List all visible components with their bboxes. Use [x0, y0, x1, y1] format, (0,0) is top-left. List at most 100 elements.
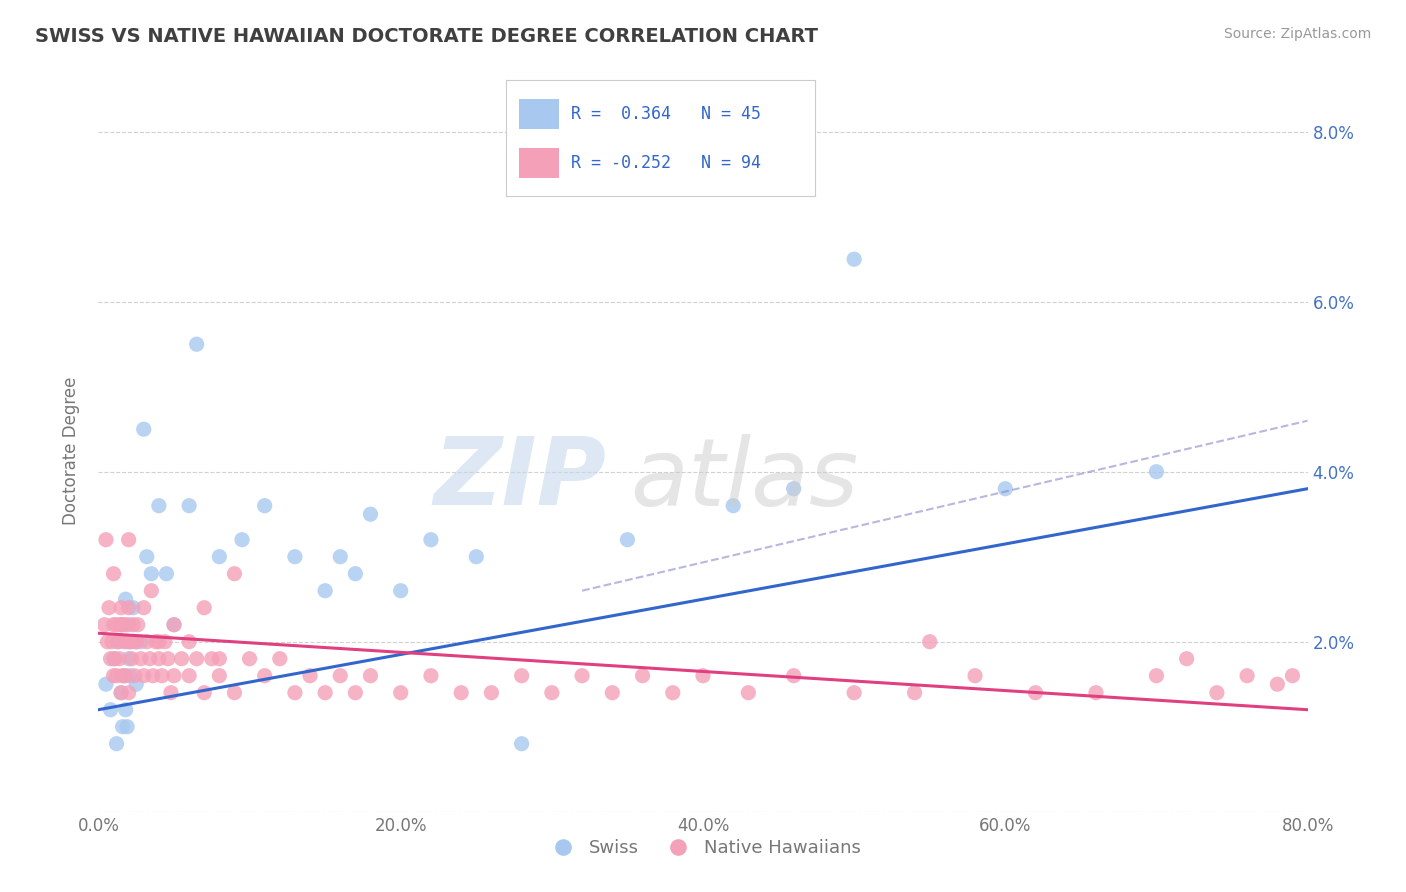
Point	[124, 669, 146, 683]
Point	[114, 703, 136, 717]
Point	[103, 566, 125, 581]
Point	[118, 651, 141, 665]
Point	[145, 634, 167, 648]
Point	[344, 686, 367, 700]
Text: atlas: atlas	[630, 434, 859, 524]
Point	[783, 669, 806, 683]
Text: R = -0.252   N = 94: R = -0.252 N = 94	[571, 153, 761, 171]
Point	[110, 686, 132, 700]
Point	[201, 651, 224, 665]
Point	[179, 634, 201, 648]
Point	[299, 669, 322, 683]
Point	[115, 720, 138, 734]
Text: Source: ZipAtlas.com: Source: ZipAtlas.com	[1223, 27, 1371, 41]
Point	[540, 686, 562, 700]
Point	[208, 669, 231, 683]
Point	[111, 720, 134, 734]
Point	[110, 617, 132, 632]
Point	[103, 617, 125, 632]
Point	[170, 651, 193, 665]
Point	[115, 634, 138, 648]
Point	[125, 634, 148, 648]
Point	[450, 686, 472, 700]
Point	[132, 422, 155, 436]
Point	[118, 617, 141, 632]
Point	[481, 686, 503, 700]
Point	[186, 337, 208, 351]
Point	[104, 651, 127, 665]
Point	[101, 634, 124, 648]
Point	[193, 600, 215, 615]
Point	[139, 651, 162, 665]
Point	[631, 669, 654, 683]
Point	[420, 533, 443, 547]
Point	[132, 669, 155, 683]
Point	[208, 651, 231, 665]
Point	[360, 507, 382, 521]
Point	[253, 669, 276, 683]
Point	[100, 703, 122, 717]
Point	[163, 617, 186, 632]
Point	[389, 686, 412, 700]
Point	[239, 651, 262, 665]
Point	[844, 686, 866, 700]
Point	[111, 617, 134, 632]
Point	[114, 617, 136, 632]
Point	[208, 549, 231, 564]
Point	[94, 677, 117, 691]
Point	[904, 686, 927, 700]
Point	[1024, 686, 1046, 700]
Point	[155, 566, 177, 581]
Point	[110, 617, 132, 632]
Point	[153, 634, 176, 648]
Point	[186, 651, 208, 665]
Point	[163, 617, 186, 632]
Point	[510, 737, 533, 751]
Point	[108, 651, 131, 665]
Point	[103, 651, 125, 665]
Point	[105, 617, 128, 632]
Point	[723, 499, 745, 513]
Text: SWISS VS NATIVE HAWAIIAN DOCTORATE DEGREE CORRELATION CHART: SWISS VS NATIVE HAWAIIAN DOCTORATE DEGRE…	[35, 27, 818, 45]
Point	[616, 533, 638, 547]
Point	[420, 669, 443, 683]
Point	[105, 737, 128, 751]
Point	[224, 566, 246, 581]
Point	[1144, 669, 1167, 683]
Point	[253, 499, 276, 513]
Point	[224, 686, 246, 700]
Text: R =  0.364   N = 45: R = 0.364 N = 45	[571, 105, 761, 123]
Point	[96, 634, 118, 648]
Point	[110, 686, 132, 700]
Point	[465, 549, 488, 564]
FancyBboxPatch shape	[519, 147, 558, 178]
Point	[129, 651, 152, 665]
Point	[1281, 669, 1303, 683]
Point	[1236, 669, 1258, 683]
Point	[1267, 677, 1289, 691]
Point	[510, 669, 533, 683]
Point	[918, 634, 941, 648]
Point	[105, 669, 128, 683]
Point	[661, 686, 683, 700]
Point	[148, 651, 170, 665]
Point	[269, 651, 291, 665]
Point	[120, 669, 142, 683]
Point	[142, 669, 165, 683]
Point	[1206, 686, 1229, 700]
Point	[1175, 651, 1198, 665]
Point	[107, 634, 129, 648]
Point	[314, 583, 336, 598]
Point	[132, 600, 155, 615]
Point	[114, 592, 136, 607]
Point	[121, 634, 143, 648]
Point	[360, 669, 382, 683]
Point	[127, 617, 149, 632]
Point	[1144, 465, 1167, 479]
Point	[163, 669, 186, 683]
Point	[389, 583, 412, 598]
Point	[111, 669, 134, 683]
Point	[120, 634, 142, 648]
Point	[125, 634, 148, 648]
Point	[122, 600, 145, 615]
